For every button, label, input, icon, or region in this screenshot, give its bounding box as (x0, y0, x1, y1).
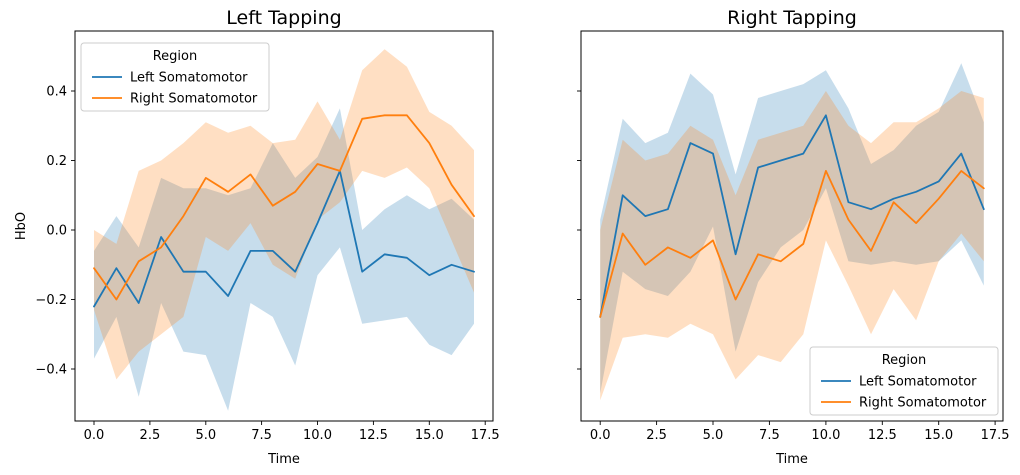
confidence-band-right-somatomotor (94, 49, 474, 380)
x-tick-label: 17.5 (981, 428, 1010, 443)
series-line-right-somatomotor (599, 169, 985, 318)
y-tick-label: 0.0 (46, 224, 67, 239)
x-tick-label: 5.0 (703, 428, 724, 443)
subplot-left-tapping: 0.0 2.5 5.0 7.5 10.0 12.5 15.0 17.5 −0.4 −0.2 0.0 0… (14, 7, 500, 467)
x-tick-label: 15.0 (415, 428, 444, 443)
y-tick-label: 0.2 (46, 154, 67, 169)
axes-spines (580, 30, 1004, 422)
x-axis-label: Time (775, 452, 808, 467)
x-tick-label: 10.0 (811, 428, 840, 443)
x-tick-label: 12.5 (359, 428, 388, 443)
x-tick-label: 2.5 (646, 428, 667, 443)
subplot-right-tapping: 0.0 2.5 5.0 7.5 10.0 12.5 15.0 17.5 Right Tappin… (577, 7, 1010, 467)
legend-title: Region (882, 353, 927, 368)
x-tick-label: 12.5 (868, 428, 897, 443)
x-axis-label: Time (267, 452, 300, 467)
legend-entry-label: Right Somatomotor (130, 92, 258, 107)
y-tick-label: −0.4 (35, 363, 67, 378)
y-axis-label: HbO (14, 212, 29, 240)
confidence-band-right-somatomotor (600, 91, 984, 401)
confidence-band-left-somatomotor (94, 108, 474, 411)
legend-entry-label: Right Somatomotor (859, 396, 987, 411)
legend-entry-label: Left Somatomotor (859, 375, 977, 390)
x-tick-label: 0.0 (590, 428, 611, 443)
y-tick-label: 0.4 (46, 85, 67, 100)
y-tick-label: −0.2 (35, 293, 67, 308)
legend-entry-label: Left Somatomotor (130, 71, 248, 86)
axes-spines (74, 30, 494, 422)
x-tick-label: 5.0 (195, 428, 216, 443)
x-tick-label: 7.5 (759, 428, 780, 443)
legend-box (80, 42, 270, 112)
series-line-right-somatomotor (93, 114, 475, 301)
x-tick-label: 10.0 (303, 428, 332, 443)
legend-right-tapping: Region Left Somatomotor Right Somatomotor (809, 346, 999, 416)
x-tick-label: 17.5 (471, 428, 500, 443)
x-tick-label: 15.0 (924, 428, 953, 443)
plot-area-right-tapping (599, 63, 985, 401)
series-line-left-somatomotor (93, 169, 475, 308)
plot-area-left-tapping (93, 49, 475, 411)
legend-box (809, 346, 999, 416)
x-tick-label: 0.0 (84, 428, 105, 443)
subplot-title-right-tapping: Right Tapping (727, 7, 857, 29)
legend-left-tapping: Region Left Somatomotor Right Somatomotor (80, 42, 270, 112)
legend-title: Region (153, 49, 198, 64)
subplot-title-left-tapping: Left Tapping (226, 7, 341, 29)
x-tick-label: 2.5 (140, 428, 161, 443)
x-tick-label: 7.5 (251, 428, 272, 443)
series-line-left-somatomotor (599, 114, 985, 318)
